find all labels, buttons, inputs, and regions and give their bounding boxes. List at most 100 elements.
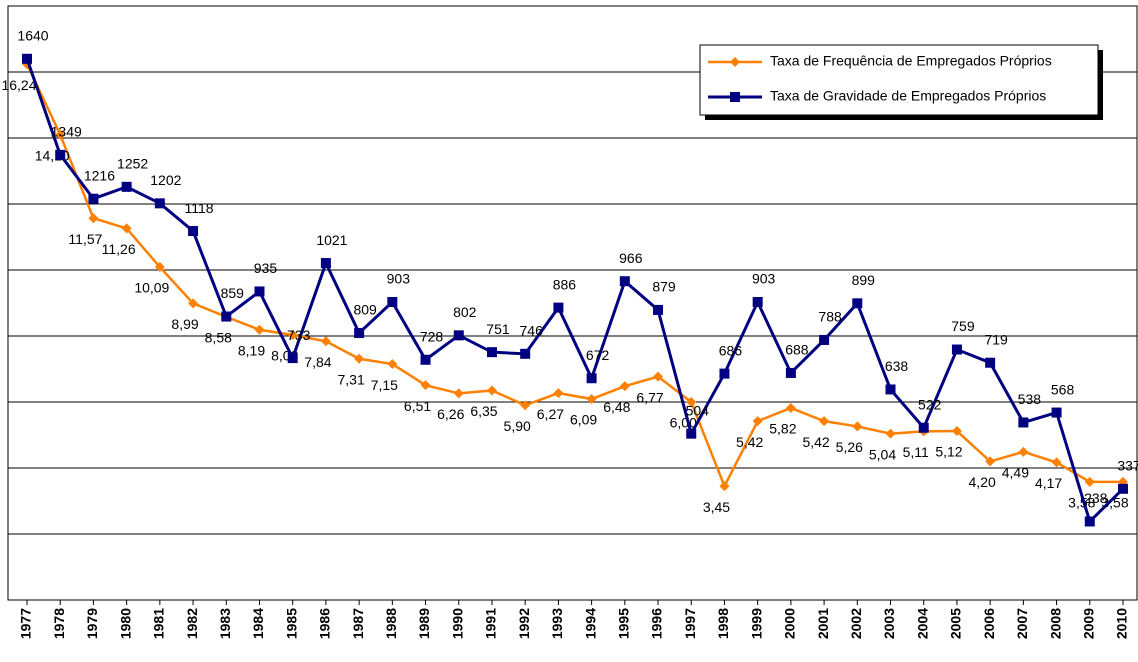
x-tick-label: 1988: [383, 608, 399, 639]
x-tick-label: 2005: [948, 608, 964, 639]
marker: [719, 368, 730, 379]
marker: [985, 456, 996, 467]
data-label: 337: [1117, 457, 1138, 473]
marker: [586, 394, 597, 405]
data-label: 903: [387, 271, 411, 287]
marker: [686, 428, 697, 439]
marker: [188, 226, 199, 237]
data-label: 686: [719, 342, 743, 358]
data-label: 1021: [316, 232, 347, 248]
x-tick-label: 1982: [184, 608, 200, 639]
x-tick-label: 2007: [1014, 608, 1030, 639]
data-label: 522: [918, 396, 942, 412]
marker: [1018, 417, 1029, 428]
data-label: 5,12: [935, 444, 962, 460]
marker: [1084, 476, 1095, 487]
data-label: 809: [353, 302, 377, 318]
x-tick-label: 1983: [217, 608, 233, 639]
marker: [22, 53, 32, 64]
x-tick-label: 1981: [151, 608, 167, 639]
data-label: 3,45: [703, 499, 730, 515]
marker: [221, 311, 232, 322]
data-label: 802: [453, 304, 477, 320]
marker: [885, 384, 896, 395]
x-tick-label: 1989: [416, 608, 432, 639]
data-label: 8,99: [171, 316, 198, 332]
marker: [188, 298, 199, 309]
marker: [785, 367, 796, 378]
data-label: 1118: [185, 200, 214, 216]
data-label: 11,57: [68, 231, 102, 247]
x-tick-label: 2003: [881, 608, 897, 639]
data-label: 568: [1051, 381, 1075, 397]
x-tick-label: 2009: [1080, 608, 1096, 639]
x-tick-label: 1990: [449, 608, 465, 639]
marker: [254, 324, 265, 335]
marker: [121, 223, 132, 234]
x-tick-label: 2004: [914, 608, 930, 639]
data-label: 688: [785, 342, 809, 358]
marker: [752, 416, 763, 427]
marker: [520, 400, 531, 411]
x-tick-label: 1980: [117, 608, 133, 639]
x-tick-label: 1987: [350, 608, 366, 639]
data-label: 1202: [150, 172, 181, 188]
data-label: 6,48: [603, 399, 630, 415]
marker: [918, 422, 929, 433]
data-label: 5,90: [504, 418, 531, 434]
marker: [320, 336, 331, 347]
x-tick-label: 1986: [317, 608, 333, 639]
data-label: 504: [686, 402, 710, 418]
x-tick-label: 1999: [748, 608, 764, 639]
data-label: 7,84: [304, 354, 331, 370]
marker: [387, 297, 398, 308]
series-line: [25, 63, 1123, 490]
data-label: 4,49: [1002, 465, 1029, 481]
data-label: 5,04: [869, 446, 896, 462]
data-label: 6,09: [570, 412, 597, 428]
data-label: 5,42: [802, 434, 829, 450]
data-label: 638: [885, 358, 909, 374]
data-label: 8,19: [238, 342, 265, 358]
data-label: 6,51: [404, 398, 431, 414]
marker: [553, 388, 564, 399]
x-tick-label: 1984: [250, 608, 266, 639]
marker: [486, 385, 497, 396]
data-label: 788: [818, 309, 842, 325]
marker: [453, 330, 464, 341]
marker: [885, 428, 896, 439]
legend: [699, 44, 1099, 116]
data-label: 886: [553, 276, 577, 292]
x-tick-label: 1993: [549, 608, 565, 639]
data-label: 879: [652, 279, 676, 295]
marker: [1051, 407, 1062, 418]
series-line: [25, 58, 1125, 525]
marker: [320, 258, 331, 269]
data-label: 3,58: [1101, 495, 1128, 511]
x-tick-label: 1996: [649, 608, 665, 639]
marker: [719, 481, 730, 492]
x-tick-label: 2002: [848, 608, 864, 639]
x-tick-label: 1994: [582, 608, 598, 639]
x-tick-label: 2000: [782, 608, 798, 639]
data-label: 935: [254, 260, 278, 276]
data-label: 751: [486, 321, 510, 337]
marker: [354, 328, 365, 339]
data-label: 7,31: [337, 371, 364, 387]
data-label: 728: [420, 328, 444, 344]
x-tick-label: 2008: [1047, 608, 1063, 639]
data-label: 5,42: [736, 434, 763, 450]
marker: [586, 373, 597, 384]
data-label: 672: [586, 347, 610, 363]
data-label: 5,82: [769, 421, 796, 437]
marker: [254, 286, 265, 297]
data-label: 899: [852, 272, 876, 288]
data-label: 1252: [117, 156, 148, 172]
data-label: 238: [1084, 490, 1108, 506]
marker: [852, 421, 863, 432]
data-label: 7,15: [371, 377, 398, 393]
marker: [154, 262, 165, 273]
marker: [619, 276, 630, 287]
marker: [785, 402, 796, 413]
